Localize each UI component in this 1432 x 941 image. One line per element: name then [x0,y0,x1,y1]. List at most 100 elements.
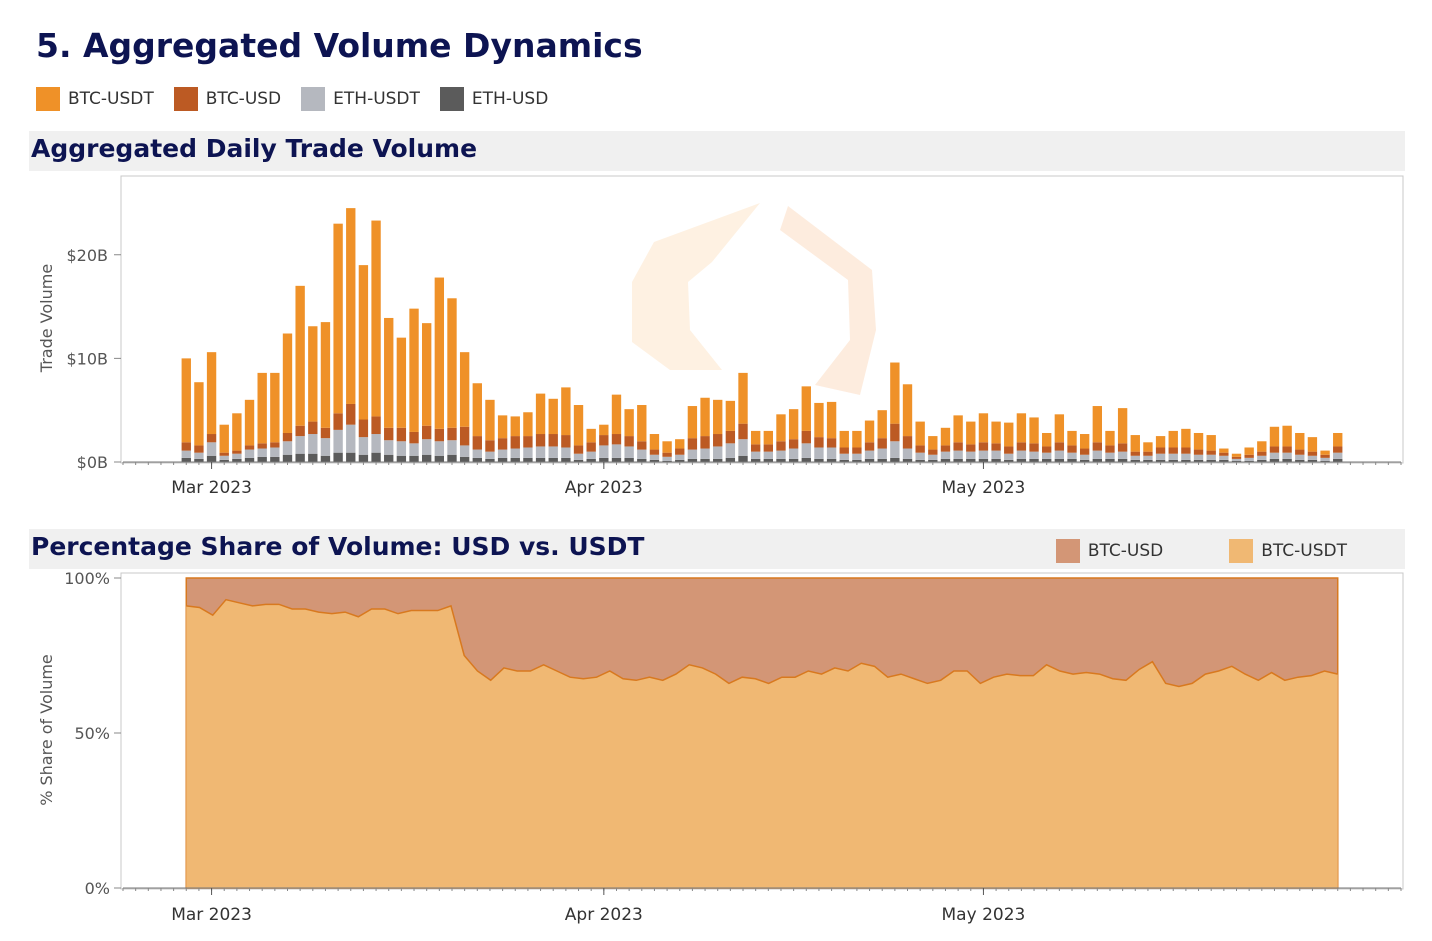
share-legend-item-btc-usdt[interactable]: BTC-USDT [1229,539,1347,563]
bar-btc-usd-13 [333,413,343,430]
bar-eth-usd-88 [1282,458,1292,462]
share-section-title: Percentage Share of Volume: USD vs. USDT [31,532,645,561]
share-section-header: Percentage Share of Volume: USD vs. USDT… [29,529,1405,569]
bar-eth-usd-31 [561,457,571,462]
bar-eth-usd-59 [915,459,925,462]
share-areas [185,577,1339,889]
bar-eth-usdt-65 [991,450,1001,459]
bar-eth-usd-45 [738,455,748,462]
bar-eth-usdt-5 [232,453,242,459]
bar-eth-usdt-51 [814,447,824,459]
bar-eth-usdt-60 [928,454,938,460]
bar-btc-usd-60 [928,449,938,455]
bar-eth-usd-6 [244,457,255,462]
bar-eth-usdt-69 [1042,452,1052,459]
share-chart: 0% 50% 100% Mar 2023 Apr 2023 May 2023 % Shar… [37,569,1404,925]
legend-item-eth-usd[interactable]: ETH-USD [439,87,548,111]
bar-eth-usd-21 [434,455,445,462]
bar-eth-usd-92 [1333,458,1343,462]
bar-eth-usd-62 [953,458,963,462]
bar-btc-usdt-28 [523,412,533,437]
bar-btc-usdt-59 [915,421,925,446]
bar-btc-usdt-5 [232,413,242,451]
bar-btc-usd-36 [624,436,634,447]
bar-eth-usd-50 [801,457,811,462]
bar-btc-usd-21 [434,428,445,442]
bar-eth-usd-32 [573,459,584,462]
volume-y-tick-label-20: $20B [66,246,108,265]
bar-eth-usd-82 [1206,459,1216,462]
bar-btc-usdt-52 [826,401,837,439]
bar-eth-usd-3 [206,455,217,462]
bar-eth-usd-64 [978,458,989,462]
bar-eth-usd-15 [358,454,369,462]
bar-eth-usdt-23 [459,445,470,457]
bar-btc-usd-9 [282,432,293,442]
bar-eth-usdt-54 [852,453,862,460]
bar-btc-usdt-19 [409,308,419,432]
bar-btc-usd-90 [1307,451,1318,456]
bar-btc-usd-67 [1016,442,1027,451]
volume-section-title: Aggregated Daily Trade Volume [31,134,478,163]
bar-btc-usdt-61 [940,427,951,446]
bar-eth-usd-90 [1307,459,1318,462]
bar-eth-usdt-48 [776,450,786,459]
legend-item-eth-usdt[interactable]: ETH-USDT [301,87,420,111]
bar-eth-usd-42 [700,458,710,462]
legend-item-btc-usd[interactable]: BTC-USD [173,87,281,111]
bar-eth-usdt-81 [1193,454,1204,460]
bar-btc-usd-23 [459,426,470,446]
bar-btc-usd-25 [485,440,495,452]
bar-btc-usd-58 [902,436,913,449]
bar-eth-usdt-14 [346,424,356,453]
bar-eth-usd-66 [1004,459,1014,462]
bar-eth-usd-60 [928,459,938,462]
bar-eth-usdt-33 [586,451,596,459]
bar-btc-usd-24 [472,436,482,450]
bar-eth-usdt-76 [1130,455,1140,460]
bar-btc-usd-26 [497,438,508,450]
bar-btc-usdt-72 [1079,434,1090,449]
bar-btc-usdt-27 [510,416,520,437]
bar-btc-usd-70 [1054,442,1065,451]
bar-eth-usdt-87 [1269,452,1280,459]
bar-eth-usdt-11 [308,434,318,454]
bar-btc-usd-7 [257,443,267,449]
bar-eth-usdt-42 [700,448,710,459]
share-legend-swatch-btc-usdt [1229,539,1254,563]
share-legend-item-btc-usd[interactable]: BTC-USD [1055,539,1163,563]
bar-btc-usdt-25 [485,399,495,441]
bar-eth-usd-33 [586,458,596,462]
bar-eth-usdt-74 [1105,452,1115,459]
legend-item-btc-usdt[interactable]: BTC-USDT [36,87,154,111]
bar-btc-usdt-73 [1092,406,1102,443]
bar-btc-usdt-18 [396,337,407,428]
bar-btc-usd-10 [295,425,305,437]
volume-y-axis-title: Trade Volume [37,264,56,373]
bar-eth-usdt-16 [371,434,381,453]
bar-btc-usdt-89 [1295,432,1305,450]
bar-eth-usdt-10 [295,436,305,454]
bar-eth-usdt-88 [1282,452,1292,459]
bar-eth-usd-78 [1155,459,1166,462]
bar-btc-usdt-86 [1257,441,1267,452]
bar-btc-usd-28 [523,436,533,448]
bar-btc-usdt-9 [282,333,293,433]
bar-btc-usdt-66 [1004,422,1014,447]
bar-eth-usd-87 [1269,458,1280,462]
bar-eth-usd-91 [1320,460,1330,462]
bar-btc-usd-74 [1105,445,1115,453]
bar-btc-usdt-23 [459,352,470,427]
bar-eth-usd-55 [864,458,875,462]
bar-btc-usdt-91 [1320,450,1330,455]
bar-eth-usd-13 [333,452,343,462]
bar-btc-usdt-47 [763,430,773,445]
bar-btc-usd-49 [788,439,799,449]
bar-eth-usd-35 [611,457,622,462]
bar-eth-usd-52 [826,458,837,462]
bar-eth-usdt-6 [244,449,255,458]
bar-btc-usdt-56 [877,410,887,439]
bar-btc-usd-65 [991,443,1001,451]
bar-eth-usd-67 [1016,458,1027,462]
bar-btc-usd-56 [877,438,887,449]
